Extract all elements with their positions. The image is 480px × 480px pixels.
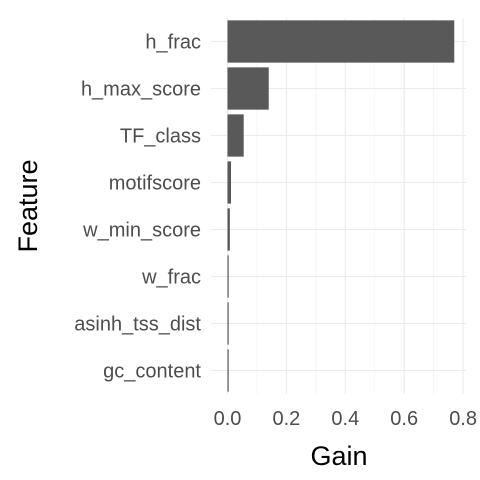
x-axis-title: Gain	[310, 441, 367, 471]
bar-h-frac	[227, 20, 455, 63]
bar-w-min-score	[227, 208, 230, 251]
y-tick-label: w_frac	[141, 267, 201, 289]
x-tick-label: 0.6	[390, 408, 418, 430]
bar-motifscore	[227, 161, 232, 204]
bar-tf-class	[227, 114, 244, 157]
y-tick-label: gc_content	[103, 361, 201, 383]
y-tick-label: motifscore	[109, 173, 201, 195]
x-tick-label: 0.4	[331, 408, 359, 430]
y-tick-label: TF_class	[120, 126, 201, 148]
y-tick-label: asinh_tss_dist	[74, 314, 201, 336]
x-tick-labels: 0.0 0.2 0.4 0.6 0.8	[214, 408, 477, 430]
bar-asinh-tss-dist	[227, 302, 229, 345]
y-tick-label: h_frac	[145, 32, 201, 54]
bar-w-frac	[227, 255, 229, 298]
x-tick-label: 0.8	[449, 408, 477, 430]
bar-gc-content	[227, 349, 229, 392]
x-tick-label: 0.0	[214, 408, 242, 430]
bars	[227, 20, 455, 392]
y-tick-labels: h_frac h_max_score TF_class motifscore w_min…	[74, 32, 201, 383]
y-tick-label: h_max_score	[81, 79, 201, 101]
bar-h-max-score	[227, 67, 269, 110]
y-tick-label: w_min_score	[82, 220, 201, 242]
y-axis-title: Feature	[13, 159, 43, 252]
x-tick-label: 0.2	[272, 408, 300, 430]
